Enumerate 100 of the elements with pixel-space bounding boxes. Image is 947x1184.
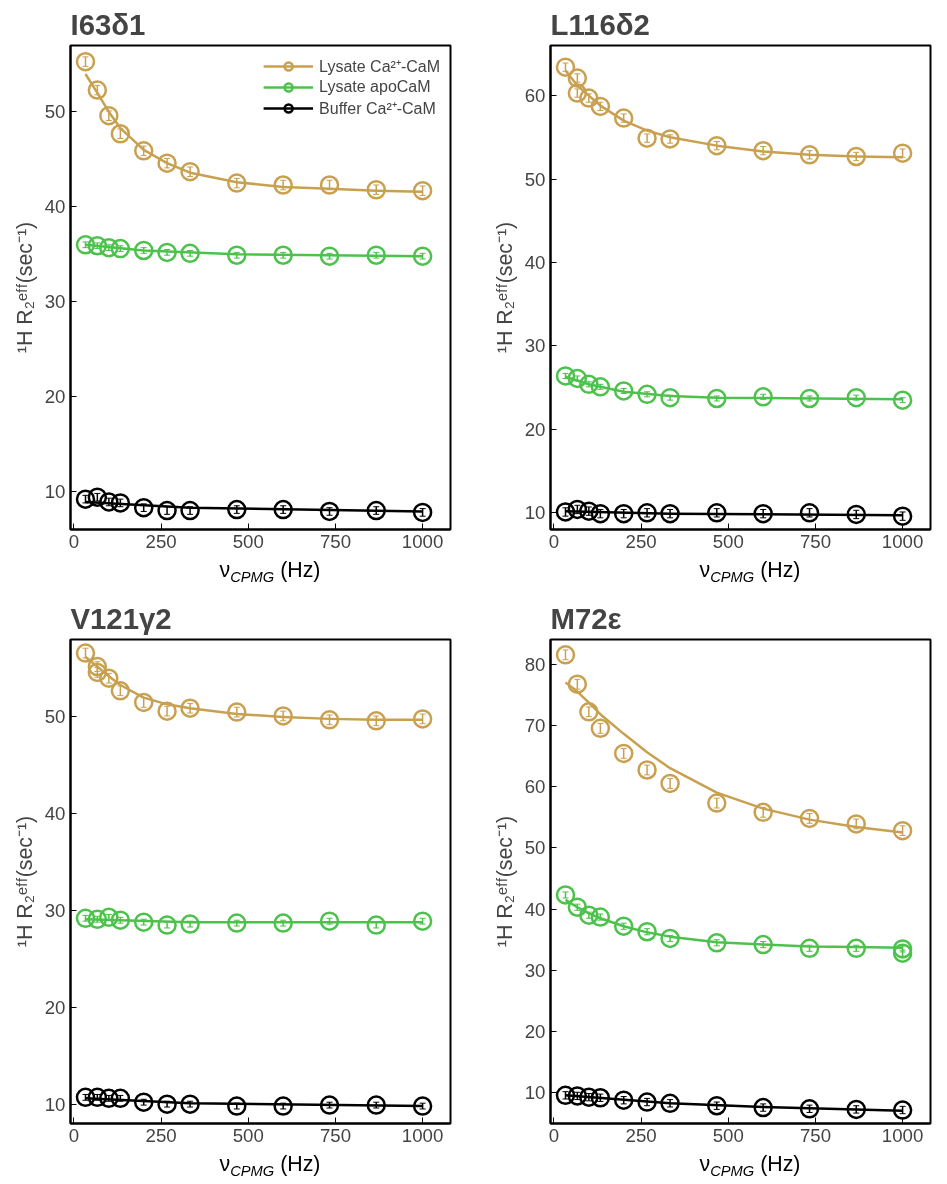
point [133, 912, 154, 932]
x-tick-label: 0 [548, 1124, 560, 1146]
point [180, 914, 200, 934]
point [579, 501, 599, 521]
point [110, 493, 131, 513]
point [87, 1087, 108, 1108]
chart-title: V121γ2 [70, 601, 172, 635]
y-tick-label: 20 [524, 1021, 546, 1043]
y-axis-title: ¹H R₂ᵉᶠᶠ(sec⁻¹) [492, 221, 517, 354]
point [366, 180, 386, 200]
y-tick-label: 40 [44, 196, 66, 218]
y-tick-label: 20 [44, 386, 66, 408]
point [799, 388, 820, 409]
y-tick-label: 10 [44, 481, 66, 503]
point [799, 503, 820, 523]
point [227, 173, 247, 193]
point [87, 656, 108, 677]
point [579, 905, 599, 925]
point [180, 500, 200, 521]
point [366, 245, 386, 265]
point [660, 387, 680, 408]
x-tick-label: 250 [625, 1124, 657, 1146]
point [590, 377, 611, 397]
point [567, 1086, 588, 1106]
point [227, 702, 247, 722]
chart-title: I63δ1 [70, 7, 146, 41]
point [110, 124, 131, 144]
point [412, 911, 433, 931]
x-tick-label: 250 [625, 530, 657, 552]
x-tick-label: 500 [712, 1124, 744, 1146]
point [157, 153, 177, 173]
point [567, 674, 588, 694]
point [319, 911, 340, 931]
point [99, 668, 119, 688]
point [87, 487, 108, 507]
x-tick-label: 750 [799, 530, 832, 552]
point [707, 1096, 727, 1116]
point [846, 504, 866, 525]
point [567, 897, 588, 917]
point [99, 105, 119, 126]
point [660, 773, 680, 794]
point [110, 238, 131, 259]
point [273, 175, 293, 195]
point [180, 698, 200, 718]
point [637, 922, 657, 942]
point [319, 1095, 340, 1115]
x-tick-label: 1000 [881, 1124, 924, 1146]
y-axis-title: ¹H R₂ᵉᶠᶠ(sec⁻¹) [12, 815, 37, 948]
point [579, 702, 599, 722]
point [366, 500, 386, 521]
point [846, 387, 866, 408]
y-tick-label: 10 [524, 1082, 546, 1104]
y-tick-label: 20 [44, 996, 66, 1018]
point [660, 129, 680, 149]
y-tick-label: 60 [524, 85, 546, 107]
point [846, 1099, 866, 1120]
point [846, 146, 866, 167]
y-tick-label: 40 [524, 898, 546, 920]
point [110, 681, 131, 701]
point [273, 913, 293, 933]
legend-label: Lysate Ca²⁺-CaM [319, 57, 440, 77]
y-tick-label: 10 [44, 1093, 66, 1115]
point [567, 368, 588, 389]
x-tick-label: 0 [548, 530, 560, 552]
point [319, 501, 340, 522]
x-axis-title: ν$_{CPMG}$ (Hz) [219, 557, 321, 588]
point [613, 1090, 634, 1110]
point [157, 701, 177, 721]
x-tick-label: 750 [319, 530, 352, 552]
point [590, 907, 611, 927]
point [660, 928, 680, 949]
point [87, 662, 108, 683]
point [75, 643, 96, 663]
point [412, 709, 433, 729]
point [366, 711, 386, 731]
point [753, 387, 773, 407]
point [637, 503, 657, 523]
point [366, 915, 386, 935]
point [87, 236, 108, 256]
point [567, 83, 588, 103]
point [753, 1097, 773, 1118]
x-tick-label: 500 [232, 530, 264, 552]
point [555, 885, 576, 905]
x-tick-label: 1000 [881, 530, 924, 552]
point [579, 88, 599, 108]
point [799, 145, 820, 165]
x-tick-label: 500 [712, 530, 744, 552]
y-tick-label: 50 [524, 837, 546, 859]
point [157, 500, 177, 521]
point [579, 1087, 599, 1107]
x-tick-label: 750 [799, 1124, 832, 1146]
point [273, 706, 293, 726]
point [892, 506, 913, 526]
point [273, 499, 293, 520]
y-tick-label: 80 [524, 653, 546, 675]
point [613, 503, 634, 524]
y-tick-label: 40 [524, 251, 546, 273]
point [75, 908, 96, 929]
point [180, 161, 200, 182]
point [799, 1099, 820, 1119]
